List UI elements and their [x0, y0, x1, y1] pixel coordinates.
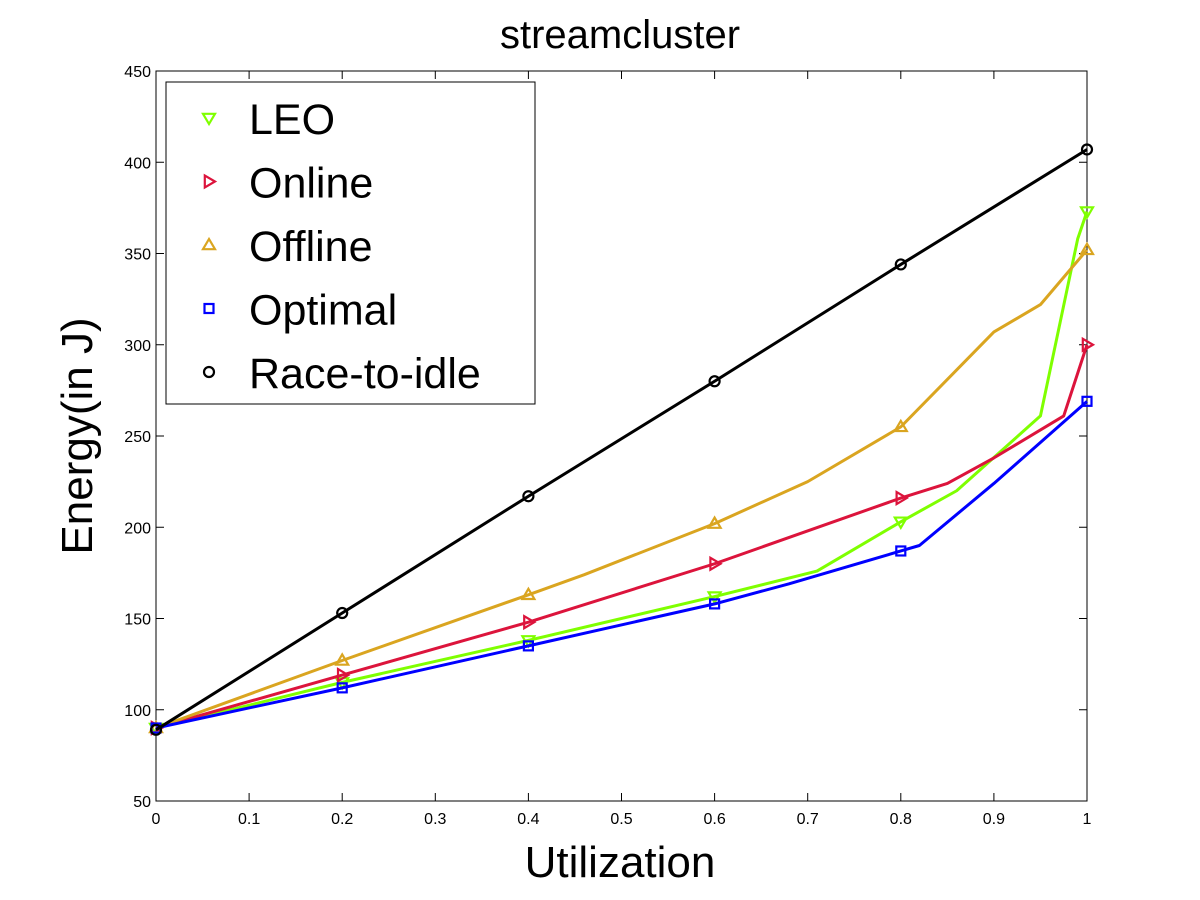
data-point-offline: [892, 418, 909, 433]
legend-label-online: Online: [249, 160, 373, 208]
data-point-online: [709, 555, 723, 572]
y-tick-label: 350: [124, 247, 151, 264]
y-tick-label: 300: [124, 338, 151, 355]
x-tick-label: 0: [152, 811, 161, 828]
legend-label-leo: LEO: [249, 96, 335, 144]
y-axis-label: Energy(in J): [53, 317, 102, 554]
legend-label-race-to-idle: Race-to-idle: [249, 350, 481, 398]
data-point-race-to-idle: [336, 606, 349, 620]
y-tick-label: 100: [124, 703, 151, 720]
legend-item-leo: LEO: [201, 96, 335, 144]
data-point-race-to-idle: [708, 375, 721, 388]
series-line-race-to-idle: [155, 148, 1088, 732]
data-point-leo: [1079, 206, 1095, 220]
chart-title: streamcluster: [500, 13, 740, 57]
legend: LEO Online Offline Optimal Race-to-idle: [165, 81, 536, 405]
y-tick-label: 150: [124, 612, 151, 629]
data-point-offline: [520, 586, 537, 601]
data-point-race-to-idle: [894, 258, 907, 271]
data-point-offline: [334, 652, 351, 666]
x-tick-label: 0.1: [238, 811, 260, 828]
legend-label-offline: Offline: [249, 223, 373, 271]
series-line-leo: [155, 211, 1089, 730]
x-tick-label: 0.6: [703, 811, 725, 828]
data-point-race-to-idle: [149, 723, 163, 736]
legend-marker-race-to-idle: [202, 365, 216, 379]
series-line-online: [155, 344, 1089, 730]
legend-items: LEO Online Offline Optimal Race-to-idle: [201, 96, 481, 398]
legend-marker-leo: [201, 112, 217, 127]
data-point-offline: [1079, 241, 1095, 256]
x-tick-label: 0.3: [424, 811, 446, 828]
y-tick-label: 400: [124, 155, 151, 172]
x-tick-label: 0.4: [517, 811, 539, 828]
data-point-optimal: [1081, 395, 1093, 407]
data-point-offline: [706, 515, 723, 529]
series-layer: [148, 143, 1096, 737]
series-line-offline: [155, 248, 1089, 730]
legend-box: [165, 81, 536, 405]
legend-label-optimal: Optimal: [249, 287, 397, 335]
x-axis-label: Utilization: [525, 838, 716, 887]
series-line-optimal: [155, 400, 1088, 730]
series-race-to-idle: [149, 143, 1094, 736]
plot-area: 0 0.1 0.2 0.3 0.4 0.5 0.6 0.7 0.8 0.9 1 50 100 150 20…: [124, 64, 1096, 828]
x-tick-label: 0.2: [331, 811, 353, 828]
data-point-online: [336, 667, 351, 683]
data-point-online: [523, 614, 537, 631]
y-tick-label: 250: [124, 429, 151, 446]
data-point-optimal: [708, 598, 721, 610]
y-tick-label: 200: [124, 520, 151, 537]
x-tick-label: 0.5: [610, 811, 632, 828]
legend-item-race-to-idle: Race-to-idle: [202, 350, 481, 398]
data-point-online: [895, 490, 909, 506]
legend-marker-online: [203, 173, 218, 190]
data-point-online: [1081, 336, 1096, 353]
x-tick-label: 0.7: [797, 811, 819, 828]
data-point-leo: [892, 516, 909, 530]
legend-item-optimal: Optimal: [203, 287, 397, 335]
data-point-leo: [706, 591, 723, 605]
x-axis: 0 0.1 0.2 0.3 0.4 0.5 0.6 0.7 0.8 0.9 1: [152, 71, 1092, 828]
data-point-optimal: [336, 682, 348, 694]
data-point-optimal: [895, 545, 907, 557]
y-tick-label: 450: [124, 64, 151, 81]
data-point-race-to-idle: [522, 490, 535, 503]
x-tick-label: 0.9: [983, 811, 1005, 828]
legend-item-offline: Offline: [201, 223, 373, 271]
y-tick-label: 50: [133, 794, 151, 811]
data-point-optimal: [522, 640, 535, 652]
legend-item-online: Online: [203, 160, 373, 208]
x-tick-label: 1: [1083, 811, 1092, 828]
data-point-race-to-idle: [1080, 143, 1094, 156]
legend-marker-optimal: [203, 302, 215, 315]
series-optimal: [150, 395, 1093, 734]
x-tick-label: 0.8: [890, 811, 912, 828]
legend-marker-offline: [201, 236, 217, 251]
y-axis: 50 100 150 200 250 300 350 400 450: [124, 64, 1087, 811]
